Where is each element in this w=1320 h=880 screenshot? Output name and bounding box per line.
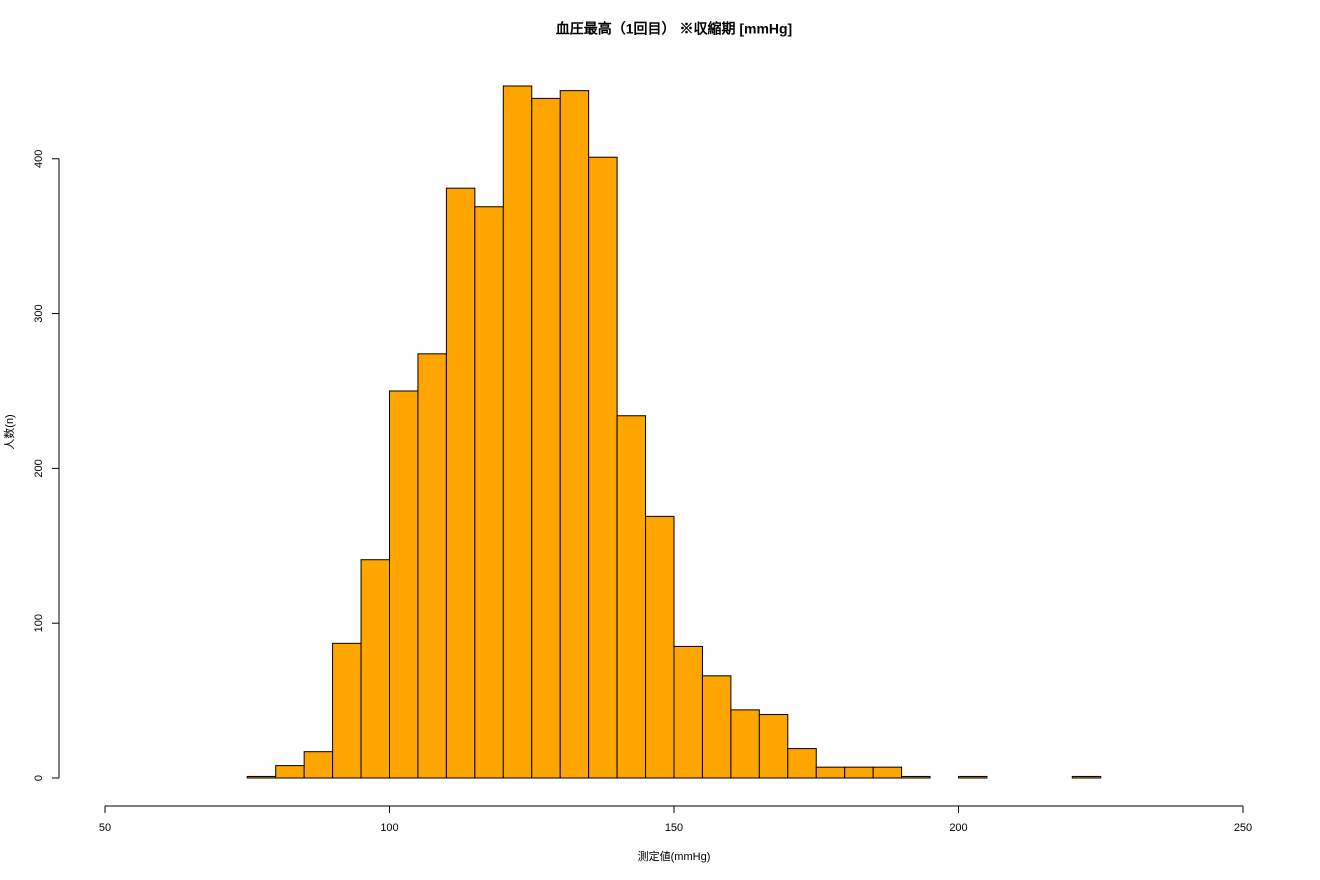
bar xyxy=(303,751,334,779)
bar xyxy=(616,415,647,779)
bar xyxy=(1071,775,1102,779)
chart-title: 血圧最高（1回目） ※収縮期 [mmHg] xyxy=(556,21,792,37)
y-tick-label: 0 xyxy=(33,775,45,781)
y-tick-label: 300 xyxy=(33,304,45,322)
x-tick-label: 250 xyxy=(1234,822,1252,834)
bar xyxy=(730,709,760,779)
x-tick-label: 100 xyxy=(380,822,398,834)
bar xyxy=(901,775,931,779)
y-axis-label: 人数(n) xyxy=(3,414,16,449)
x-tick-label: 200 xyxy=(949,822,967,834)
bar xyxy=(958,775,988,779)
bar xyxy=(673,645,703,779)
x-axis-label: 測定値(mmHg) xyxy=(638,849,711,863)
bar xyxy=(389,390,419,779)
bar xyxy=(645,515,675,779)
x-tick-label: 150 xyxy=(665,822,683,834)
bar xyxy=(815,766,846,779)
bar xyxy=(417,353,447,779)
bar xyxy=(588,156,618,779)
y-tick-label: 100 xyxy=(33,614,45,632)
bar xyxy=(701,675,732,779)
y-tick-label: 200 xyxy=(33,459,45,477)
y-tick-label: 400 xyxy=(33,150,45,168)
bar xyxy=(332,642,362,779)
bar xyxy=(531,97,561,779)
bar xyxy=(872,766,903,779)
bar xyxy=(502,85,533,779)
bar xyxy=(787,748,817,779)
bar xyxy=(445,187,476,779)
bar xyxy=(246,775,277,779)
bar xyxy=(275,765,305,779)
x-tick-label: 50 xyxy=(99,822,111,834)
bar xyxy=(559,90,590,779)
bar xyxy=(474,206,504,779)
bar xyxy=(360,559,390,779)
bar xyxy=(844,766,874,779)
bar xyxy=(758,714,789,779)
